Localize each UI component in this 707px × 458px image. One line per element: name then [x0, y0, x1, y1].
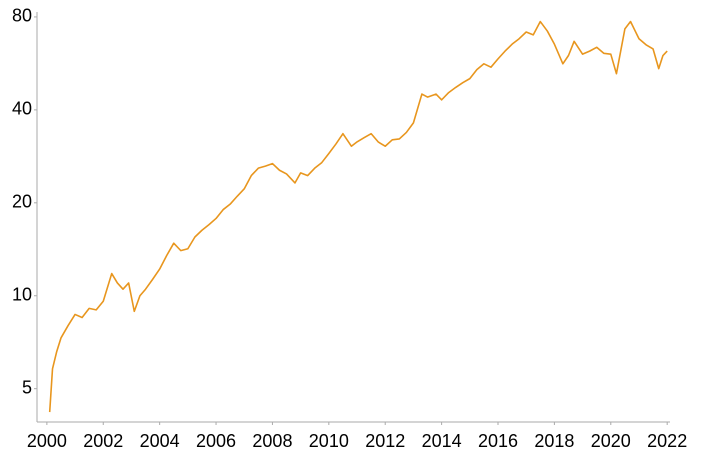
x-tick-label: 2020	[591, 431, 631, 451]
y-tick-label: 10	[12, 284, 32, 304]
y-tick-label: 80	[12, 6, 32, 26]
x-tick-label: 2008	[252, 431, 292, 451]
x-tick-label: 2006	[196, 431, 236, 451]
y-tick-label: 40	[12, 99, 32, 119]
y-tick-label: 20	[12, 192, 32, 212]
x-tick-label: 2012	[365, 431, 405, 451]
y-tick-label: 5	[22, 377, 32, 397]
x-tick-label: 2004	[140, 431, 180, 451]
x-tick-label: 2022	[647, 431, 687, 451]
x-tick-label: 2018	[534, 431, 574, 451]
x-tick-label: 2002	[83, 431, 123, 451]
price-line	[48, 20, 668, 413]
x-tick-label: 2000	[27, 431, 67, 451]
x-tick-label: 2016	[478, 431, 518, 451]
x-tick-label: 2010	[309, 431, 349, 451]
x-tick-label: 2014	[422, 431, 462, 451]
